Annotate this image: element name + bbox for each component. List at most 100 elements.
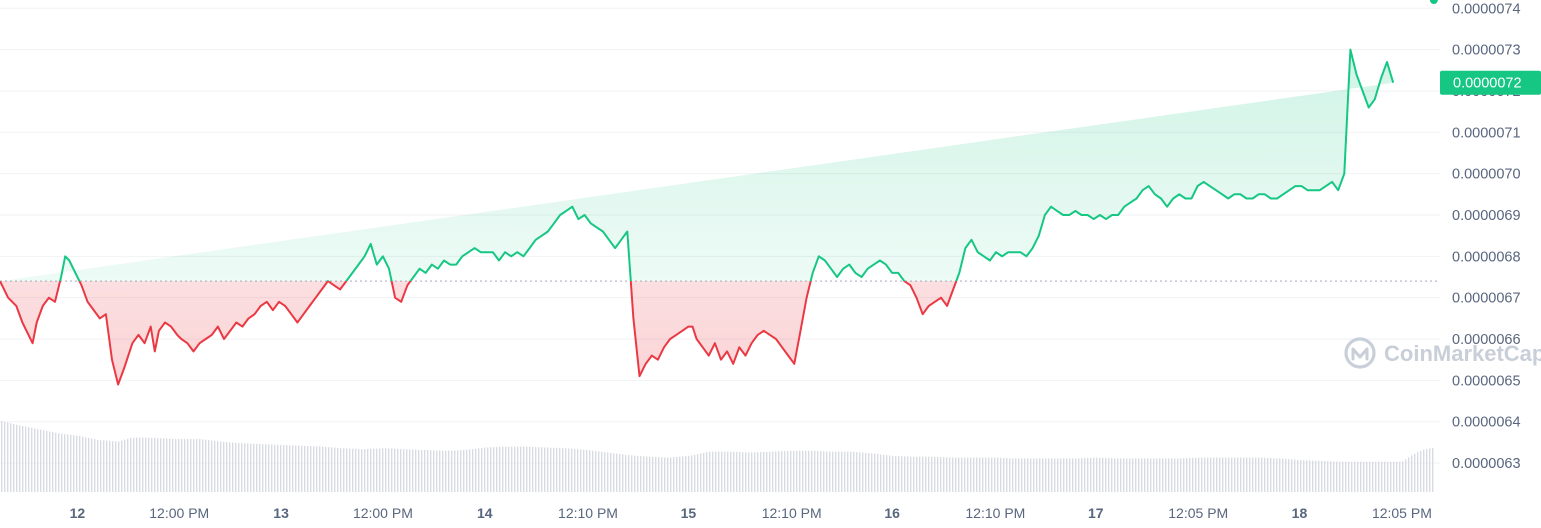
volume-bar: [1273, 458, 1275, 492]
volume-bar: [1078, 458, 1080, 492]
volume-bar: [511, 446, 513, 492]
volume-bar: [694, 454, 696, 492]
volume-bar: [361, 449, 363, 492]
volume-bar: [865, 452, 867, 492]
volume-bar: [475, 448, 477, 492]
volume-bar: [1030, 458, 1032, 492]
volume-bar: [979, 457, 981, 492]
volume-bar: [148, 437, 150, 492]
volume-bar: [589, 450, 591, 492]
volume-bar: [631, 455, 633, 492]
volume-bar: [1210, 457, 1212, 492]
volume-bar: [238, 443, 240, 492]
volume-bar: [88, 437, 90, 492]
x-tick-label: 12:00 PM: [353, 505, 413, 521]
volume-bar: [1081, 458, 1083, 492]
volume-bar: [535, 447, 537, 492]
volume-bar: [1123, 458, 1125, 492]
volume-bar: [1345, 461, 1347, 492]
volume-bar: [868, 453, 870, 492]
x-tick-label: 13: [273, 505, 289, 521]
volume-bar: [211, 440, 213, 492]
volume-bar: [496, 447, 498, 492]
volume-bar: [829, 451, 831, 492]
volume-bar: [37, 429, 39, 492]
volume-bar: [1045, 458, 1047, 492]
current-price-dot: [1429, 0, 1438, 4]
volume-bar: [1420, 450, 1422, 492]
volume-bar: [118, 441, 120, 492]
volume-bar: [1339, 461, 1341, 492]
volume-bar: [520, 446, 522, 492]
volume-bar: [451, 450, 453, 492]
volume-bar: [1354, 461, 1356, 492]
coinmarketcap-watermark: CoinMarketCap: [1344, 337, 1541, 369]
volume-bar: [508, 446, 510, 492]
volume-bar: [73, 435, 75, 492]
volume-bar: [637, 455, 639, 492]
volume-bar: [1180, 458, 1182, 492]
x-tick-label: 12:00 PM: [149, 505, 209, 521]
volume-bar: [481, 447, 483, 492]
volume-bar: [796, 450, 798, 492]
volume-bar: [418, 449, 420, 492]
volume-bar: [250, 443, 252, 492]
volume-bar: [1237, 457, 1239, 492]
volume-bar: [502, 446, 504, 492]
volume-bar: [1018, 458, 1020, 492]
volume-bar: [1288, 459, 1290, 492]
volume-bar: [967, 457, 969, 492]
volume-bar: [226, 442, 228, 492]
volume-bar: [1111, 458, 1113, 492]
x-tick-label: 12:10 PM: [558, 505, 618, 521]
volume-bar: [613, 453, 615, 492]
volume-bar: [1225, 457, 1227, 492]
volume-bar: [1183, 458, 1185, 492]
volume-bar: [91, 438, 93, 492]
y-tick-label: 0.0000066: [1452, 332, 1521, 348]
volume-bar: [1189, 457, 1191, 492]
volume-bar: [1348, 461, 1350, 492]
volume-bar: [1321, 460, 1323, 492]
volume-bar: [670, 457, 672, 492]
volume-bar: [1423, 449, 1425, 492]
volume-bar: [916, 456, 918, 492]
volume-bar: [1279, 458, 1281, 492]
volume-bar: [517, 446, 519, 492]
volume-bar: [403, 449, 405, 492]
x-tick-label: 12: [70, 505, 86, 521]
volume-bar: [856, 452, 858, 492]
volume-bar: [295, 445, 297, 492]
volume-bar: [319, 446, 321, 492]
volume-bar: [136, 437, 138, 492]
volume-bar: [661, 457, 663, 492]
volume-bar: [616, 453, 618, 492]
volume-bar: [964, 457, 966, 492]
volume-bar: [241, 443, 243, 492]
volume-bar: [925, 456, 927, 492]
volume-bar: [847, 451, 849, 492]
volume-bar: [337, 447, 339, 492]
volume-bar: [910, 456, 912, 492]
y-tick-label: 0.0000074: [1452, 1, 1521, 17]
volume-bar: [115, 441, 117, 492]
volume-bar: [139, 437, 141, 492]
volume-bar: [973, 457, 975, 492]
current-price-badge: 0.0000072: [1440, 70, 1541, 95]
volume-bar: [445, 450, 447, 492]
volume-bar: [1036, 458, 1038, 492]
volume-bar: [1252, 457, 1254, 492]
volume-bar: [34, 428, 36, 492]
volume-bar: [514, 446, 516, 492]
volume-bar: [901, 456, 903, 492]
volume-bar: [604, 452, 606, 492]
y-tick-label: 0.0000065: [1452, 373, 1521, 389]
volume-bar: [379, 448, 381, 492]
volume-bar: [316, 446, 318, 492]
volume-bar: [1096, 457, 1098, 492]
volume-bar: [280, 444, 282, 492]
volume-bar: [412, 449, 414, 492]
watermark-text: CoinMarketCap: [1384, 341, 1541, 366]
volume-bar: [16, 424, 18, 492]
